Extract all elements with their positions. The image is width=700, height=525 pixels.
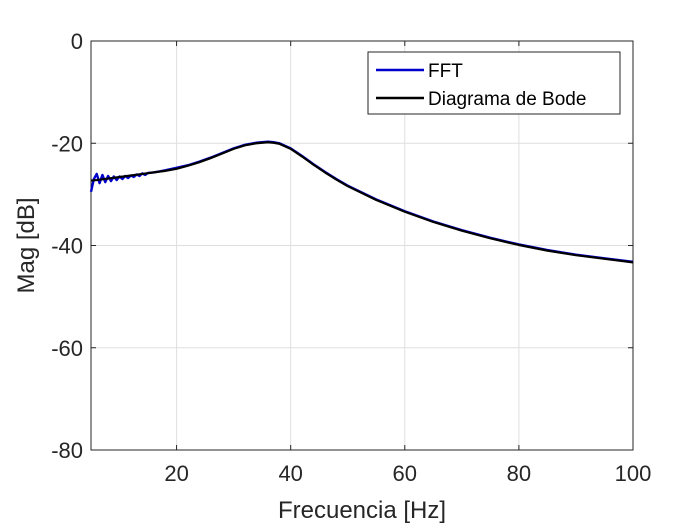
legend-box <box>367 51 621 115</box>
x-tick-label: 40 <box>278 461 302 486</box>
legend-label: FFT <box>428 61 463 82</box>
y-tick-label: -20 <box>51 131 83 156</box>
y-tick-label: -80 <box>51 438 83 463</box>
y-tick-label: 0 <box>71 29 83 54</box>
x-tick-label: 80 <box>507 461 531 486</box>
series-line-bode <box>90 141 634 264</box>
x-tick-label: 60 <box>393 461 417 486</box>
legend-label: Diagrama de Bode <box>428 89 586 110</box>
y-axis-label: Mag [dB] <box>13 197 40 293</box>
series-layer <box>89 140 634 264</box>
series-line-fft <box>89 140 634 264</box>
legend: FFT Diagrama de Bode <box>367 51 621 115</box>
y-tick-label: -40 <box>51 234 83 259</box>
axis-ticks: 20 40 60 80 100 0 -20 -40 -60 -80 <box>51 29 651 486</box>
x-tick-label: 100 <box>615 461 652 486</box>
x-tick-label: 20 <box>164 461 188 486</box>
x-axis-label: Frecuencia [Hz] <box>278 497 446 524</box>
y-tick-label: -60 <box>51 336 83 361</box>
